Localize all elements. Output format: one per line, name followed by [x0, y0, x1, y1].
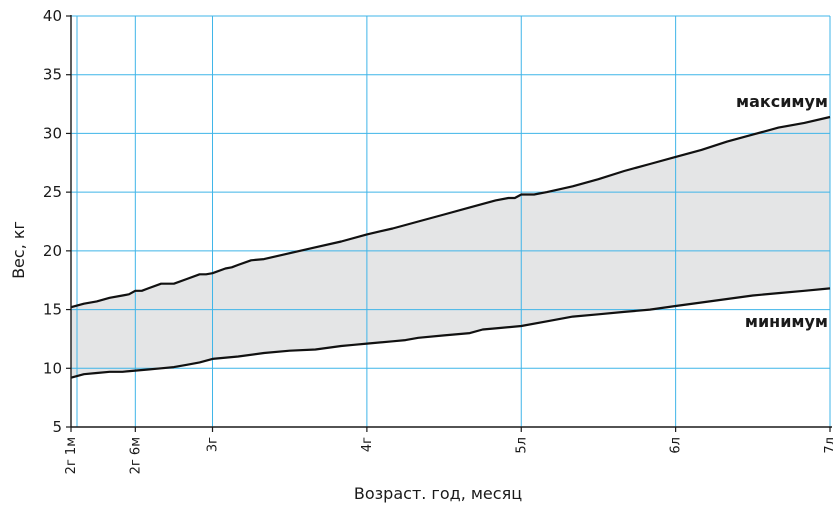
x-tick-label: 4г: [360, 437, 375, 452]
x-tick-label: 3г: [206, 437, 221, 452]
series-line-layer: [70, 115, 831, 379]
y-tick-label: 10: [43, 359, 62, 377]
series-line-min: [70, 287, 831, 379]
grid-layer: [71, 15, 831, 427]
series-line-max: [70, 115, 831, 309]
y-tick-label: 15: [43, 301, 62, 319]
x-tick-labels: 2г 1м 2г 6м 3г 4г 5л 6л 7л: [64, 437, 833, 474]
range-band-layer: [71, 117, 830, 378]
y-tick-label: 25: [43, 183, 62, 201]
series-label-max: максимум: [736, 92, 828, 111]
range-band: [71, 117, 830, 378]
x-tick-label: 2г 1м: [64, 437, 79, 474]
y-tick-label: 40: [43, 7, 62, 25]
y-tick-label: 5: [52, 418, 62, 436]
y-tick-label: 20: [43, 242, 62, 260]
x-tick-label: 7л: [823, 437, 833, 454]
axis-layer: [66, 15, 832, 432]
y-tick-label: 35: [43, 66, 62, 84]
x-tick-label: 6л: [669, 437, 684, 454]
series-label-min: минимум: [745, 312, 828, 331]
y-tick-label: 30: [43, 124, 62, 142]
x-tick-label: 2г 6м: [128, 437, 143, 474]
y-axis-title: Вес, кг: [9, 221, 28, 279]
y-tick-labels: 5 10 15 20 25 30 35 40: [43, 7, 62, 436]
x-tick-label: 5л: [514, 437, 529, 454]
x-axis-title: Возраст. год, месяц: [354, 484, 522, 503]
